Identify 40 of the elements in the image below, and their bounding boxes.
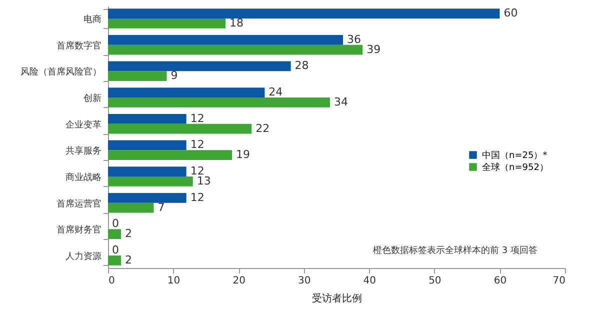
x-tick-label: 30	[298, 276, 311, 286]
data-label: 24	[268, 86, 283, 99]
data-label: 22	[256, 122, 270, 135]
data-label: 19	[236, 148, 250, 162]
x-tick-label: 10	[167, 276, 180, 286]
y-tick-label: 首席运营官	[56, 198, 102, 210]
data-label: 0	[112, 244, 119, 257]
x-tick-label: 0	[108, 276, 115, 286]
x-tick-label: 50	[428, 276, 442, 286]
x-tick-label: 70	[552, 276, 566, 286]
x-tick-label: 40	[363, 276, 376, 286]
data-label: 12	[190, 138, 204, 152]
data-label: 7	[158, 200, 165, 214]
data-label: 18	[230, 16, 244, 30]
y-tick-label: 首席财务官	[56, 224, 102, 236]
y-tick-label: 共享服务	[66, 146, 102, 157]
y-tick-label: 风险（首席风险官）	[20, 66, 102, 78]
annotation: 橙色数据标签表示全球样本的前 3 项回答	[373, 245, 538, 256]
x-tick-label: 60	[494, 276, 507, 286]
x-axis-title: 受访者比例	[312, 292, 362, 304]
data-label: 2	[125, 227, 132, 240]
data-label: 28	[294, 59, 309, 72]
data-label: 34	[334, 95, 348, 108]
data-label: 12	[190, 112, 204, 125]
y-tick-label: 商业战略	[66, 172, 102, 183]
data-label: 9	[170, 69, 178, 82]
data-label: 36	[347, 32, 362, 46]
legend-label: 全球（n=952）	[482, 162, 548, 173]
data-label: 39	[366, 42, 381, 56]
data-label: 2	[125, 253, 132, 266]
y-tick-label: 企业变革	[66, 119, 102, 130]
y-tick-label: 人力资源	[66, 250, 102, 262]
y-tick-label: 电商	[84, 14, 102, 26]
data-label: 60	[504, 6, 518, 20]
y-tick-label: 创新	[84, 93, 102, 104]
legend-label: 中国（n=25）*	[482, 150, 548, 161]
x-tick-label: 20	[232, 276, 246, 286]
data-label: 0	[112, 217, 119, 230]
y-tick-label: 首席数字官	[56, 40, 102, 52]
data-label: 12	[190, 190, 204, 204]
